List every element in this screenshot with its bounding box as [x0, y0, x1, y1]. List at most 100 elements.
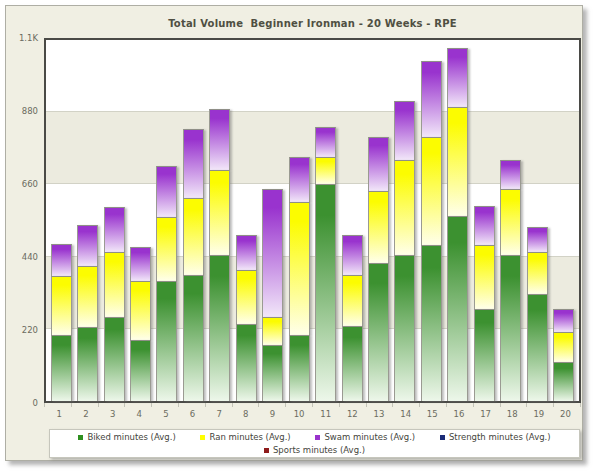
- bar-segment-ran: [77, 266, 98, 327]
- bar-segment-ran: [262, 317, 283, 345]
- bar-segment-biked: [447, 216, 468, 401]
- bar-segment-swam: [368, 137, 389, 191]
- x-axis-label-13: 13: [369, 409, 390, 419]
- bar-week-4: [130, 40, 151, 401]
- bar-week-11: [315, 40, 336, 401]
- bar-segment-swam: [130, 247, 151, 281]
- bar-week-7: [209, 40, 230, 401]
- bar-segment-biked: [130, 340, 151, 401]
- bar-week-6: [183, 40, 204, 401]
- bar-segment-ran: [51, 276, 72, 335]
- bar-segment-biked: [368, 263, 389, 401]
- bar-week-20: [553, 40, 574, 401]
- bar-segment-ran: [156, 217, 177, 281]
- bar-segment-ran: [527, 252, 548, 295]
- bar-segment-biked: [289, 335, 310, 401]
- bar-week-16: [447, 40, 468, 401]
- x-tick: [367, 403, 394, 407]
- x-axis-ticks: [44, 403, 581, 407]
- bar-week-17: [474, 40, 495, 401]
- x-axis-label-6: 6: [182, 409, 203, 419]
- bar-segment-ran: [315, 157, 336, 185]
- bar-segment-biked: [156, 281, 177, 401]
- bar-week-2: [77, 40, 98, 401]
- x-tick: [340, 403, 367, 407]
- bar-segment-ran: [553, 332, 574, 362]
- x-tick: [501, 403, 528, 407]
- x-tick: [313, 403, 340, 407]
- legend-label: Ran minutes (Avg.): [209, 431, 290, 444]
- x-tick: [474, 403, 501, 407]
- bar-segment-swam: [156, 166, 177, 217]
- bar-segment-biked: [262, 345, 283, 401]
- bar-segment-biked: [183, 275, 204, 401]
- x-tick: [125, 403, 152, 407]
- bar-segment-biked: [394, 255, 415, 401]
- y-axis-label-440: 440: [22, 252, 38, 262]
- bar-week-12: [342, 40, 363, 401]
- x-axis-label-1: 1: [49, 409, 70, 419]
- bar-week-1: [51, 40, 72, 401]
- chart-frame: Total Volume Beginner Ironman - 20 Weeks…: [5, 5, 583, 461]
- x-axis-label-15: 15: [422, 409, 443, 419]
- legend-swatch-icon: [200, 435, 205, 440]
- x-axis-labels: 1234567891011121314151617181920: [44, 409, 581, 419]
- x-axis-label-17: 17: [475, 409, 496, 419]
- bar-segment-swam: [394, 101, 415, 160]
- bar-segment-swam: [553, 309, 574, 332]
- x-axis-label-12: 12: [342, 409, 363, 419]
- x-axis-label-18: 18: [502, 409, 523, 419]
- bar-segment-swam: [236, 235, 257, 269]
- legend: Biked minutes (Avg.) Ran minutes (Avg.) Sw…: [49, 429, 580, 458]
- bar-segment-ran: [209, 170, 230, 255]
- x-tick: [179, 403, 206, 407]
- bar-segment-ran: [500, 189, 521, 255]
- legend-label: Sports minutes (Avg.): [273, 444, 365, 457]
- bar-segment-swam: [104, 207, 125, 251]
- bar-segment-swam: [447, 48, 468, 107]
- legend-swatch-icon: [315, 435, 320, 440]
- bar-segment-swam: [51, 244, 72, 277]
- x-tick: [554, 403, 581, 407]
- bar-segment-ran: [130, 281, 151, 340]
- x-axis-label-8: 8: [235, 409, 256, 419]
- bar-week-10: [289, 40, 310, 401]
- bar-segment-ran: [183, 198, 204, 275]
- x-tick: [447, 403, 474, 407]
- bar-segment-swam: [342, 235, 363, 274]
- bar-week-13: [368, 40, 389, 401]
- x-axis-label-16: 16: [448, 409, 469, 419]
- legend-row-1: Biked minutes (Avg.) Ran minutes (Avg.) Sw…: [50, 431, 579, 444]
- plot-area: [44, 38, 581, 403]
- x-axis-label-2: 2: [75, 409, 96, 419]
- bar-segment-biked: [209, 255, 230, 401]
- legend-label: Biked minutes (Avg.): [87, 431, 175, 444]
- bar-segment-biked: [104, 317, 125, 401]
- bar-week-3: [104, 40, 125, 401]
- y-axis-label-660: 660: [22, 179, 38, 189]
- legend-label: Strength minutes (Avg.): [449, 431, 551, 444]
- bar-segment-biked: [500, 255, 521, 401]
- bar-segment-biked: [236, 324, 257, 401]
- legend-label: Swam minutes (Avg.): [324, 431, 415, 444]
- bar-segment-ran: [447, 107, 468, 215]
- legend-item-biked: Biked minutes (Avg.): [78, 431, 175, 444]
- legend-swatch-icon: [440, 435, 445, 440]
- bar-segment-biked: [77, 327, 98, 401]
- bar-segment-ran: [236, 270, 257, 324]
- bar-segment-ran: [474, 245, 495, 309]
- bar-segment-swam: [315, 127, 336, 157]
- x-axis-label-5: 5: [155, 409, 176, 419]
- legend-row-2: Sports minutes (Avg.): [50, 444, 579, 457]
- bar-segment-swam: [289, 157, 310, 203]
- bar-segment-swam: [77, 225, 98, 266]
- bar-segment-biked: [315, 184, 336, 401]
- legend-item-swam: Swam minutes (Avg.): [315, 431, 415, 444]
- bar-segment-ran: [394, 160, 415, 255]
- legend-item-strength: Strength minutes (Avg.): [440, 431, 551, 444]
- x-tick: [72, 403, 99, 407]
- bar-segment-biked: [474, 309, 495, 401]
- bar-week-8: [236, 40, 257, 401]
- bar-segment-biked: [421, 245, 442, 401]
- x-axis-label-19: 19: [528, 409, 549, 419]
